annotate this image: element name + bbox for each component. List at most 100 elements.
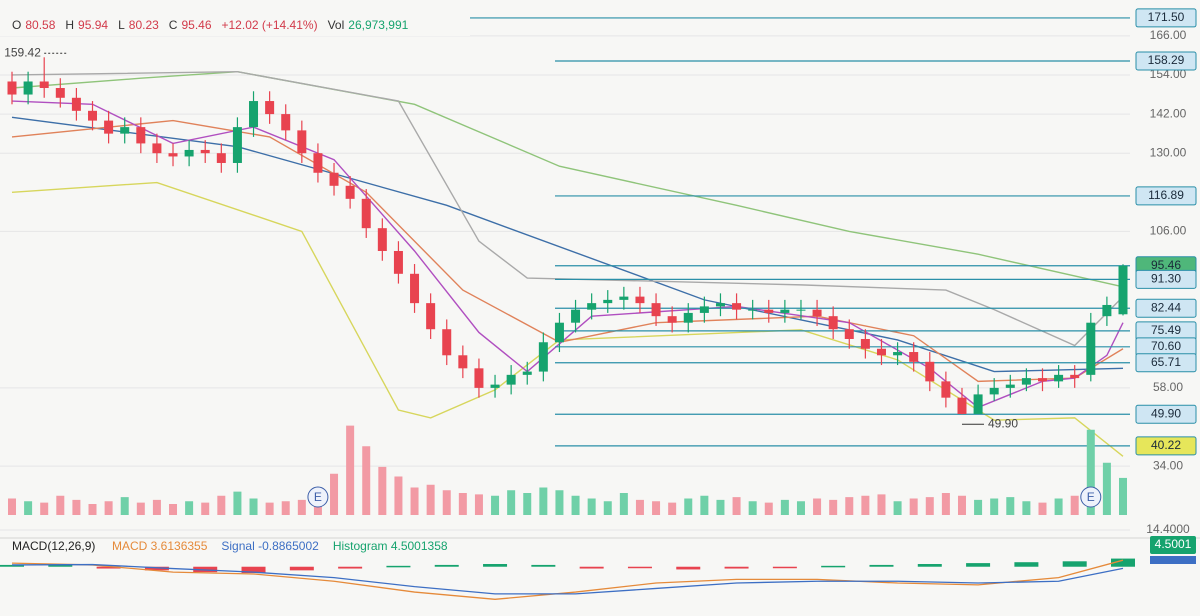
volume-bar	[474, 494, 483, 515]
volume-bar	[1119, 477, 1127, 515]
header-bg	[0, 14, 470, 36]
candle-body	[249, 101, 259, 128]
volume-bar	[1006, 497, 1015, 515]
header-key: Vol	[328, 18, 345, 32]
price-level-box	[1135, 8, 1197, 28]
candle-body	[1054, 374, 1064, 382]
volume-bar	[249, 498, 258, 515]
volume-bar	[861, 495, 870, 515]
price-level-label: 70.60	[1151, 339, 1181, 353]
candle-body	[571, 309, 581, 323]
volume-bar	[281, 501, 290, 515]
candle-body	[88, 110, 98, 121]
price-level-label: 49.90	[1151, 406, 1181, 420]
candle-body	[1037, 378, 1047, 382]
macd-line	[11, 563, 1124, 595]
volume-bar	[990, 498, 999, 515]
volume-bar	[877, 494, 886, 515]
y-tick-label: 58.00	[1153, 380, 1183, 394]
candle-body	[474, 368, 484, 388]
histogram-bar	[96, 566, 121, 569]
macd-legend-item: MACD 3.6136355	[112, 539, 208, 553]
candle-body	[780, 309, 790, 313]
histogram-bar	[676, 566, 701, 570]
candle-body	[860, 338, 870, 349]
price-level-label: 158.29	[1148, 53, 1185, 67]
volume-bar	[603, 501, 612, 515]
moving-average-line	[11, 71, 1124, 347]
candle-body	[23, 81, 33, 95]
volume-bar	[56, 495, 65, 515]
histogram-bar	[1014, 562, 1039, 567]
candle-body	[522, 371, 532, 375]
volume-bar	[297, 499, 306, 515]
candle-body	[893, 352, 903, 356]
price-level-box	[1135, 404, 1197, 424]
price-level-label: 116.89	[1148, 188, 1184, 202]
earnings-label: E	[314, 490, 322, 504]
candle-body	[651, 303, 661, 317]
candle-body	[7, 81, 17, 95]
histogram-bar	[144, 566, 169, 571]
price-level-label: 65.71	[1151, 355, 1181, 369]
histogram-bar	[241, 566, 266, 574]
volume-bar	[780, 499, 789, 515]
histogram-bar	[966, 563, 991, 567]
volume-bar	[169, 504, 178, 515]
candle-body	[393, 250, 403, 274]
macd-last-box	[1150, 536, 1196, 554]
volume-bar	[1086, 429, 1095, 515]
histogram-bar	[579, 566, 604, 569]
candle-body	[281, 114, 291, 131]
volume-bar	[491, 495, 500, 515]
volume-bar	[362, 446, 371, 515]
volume-bar	[1022, 501, 1031, 515]
candle-body	[265, 101, 275, 115]
volume-bar	[185, 501, 194, 515]
macd-signal-box	[1150, 556, 1196, 564]
candle-body	[764, 309, 774, 313]
volume-bar	[104, 501, 113, 515]
volume-bar	[555, 490, 564, 515]
candle-body	[1086, 322, 1096, 375]
volume-bar	[330, 473, 339, 515]
volume-bar	[539, 487, 548, 515]
y-tick-label: 154.00	[1150, 67, 1187, 81]
candle-body	[297, 130, 307, 154]
histogram-bar	[386, 565, 411, 568]
volume-bar	[152, 499, 161, 515]
candle-body	[152, 143, 162, 154]
header-value: 95.46	[181, 18, 211, 32]
candle-body	[377, 228, 387, 251]
header-value: 80.58	[25, 18, 55, 32]
header-value: 26,973,991	[348, 18, 408, 32]
volume-bar	[684, 498, 693, 515]
volume-bar	[635, 499, 644, 515]
header-value: 95.94	[78, 18, 108, 32]
macd-legend-item: Histogram 4.5001358	[333, 539, 448, 553]
candle-body	[699, 306, 709, 313]
candle-body	[168, 153, 178, 157]
price-level-box	[1135, 51, 1197, 71]
volume-bar	[88, 504, 97, 515]
candle-body	[184, 149, 194, 157]
volume-bar	[136, 502, 145, 515]
y-tick-label: 34.00	[1153, 458, 1183, 472]
candle-body	[828, 316, 838, 330]
y-tick-label: 166.00	[1150, 28, 1187, 42]
macd-legend-item: Signal -0.8865002	[221, 539, 319, 553]
histogram-bar	[289, 566, 314, 571]
header-value: 80.23	[129, 18, 159, 32]
histogram-bar	[772, 566, 797, 569]
earnings-marker	[307, 486, 329, 508]
candle-body	[216, 153, 226, 163]
histogram-bar	[724, 566, 749, 569]
candle-body	[71, 97, 81, 111]
candle-body	[200, 149, 210, 154]
volume-bar	[1070, 495, 1079, 515]
volume-bar	[507, 490, 516, 515]
candle-body	[635, 296, 645, 304]
histogram-bar	[1111, 558, 1135, 567]
volume-bar	[974, 499, 983, 515]
